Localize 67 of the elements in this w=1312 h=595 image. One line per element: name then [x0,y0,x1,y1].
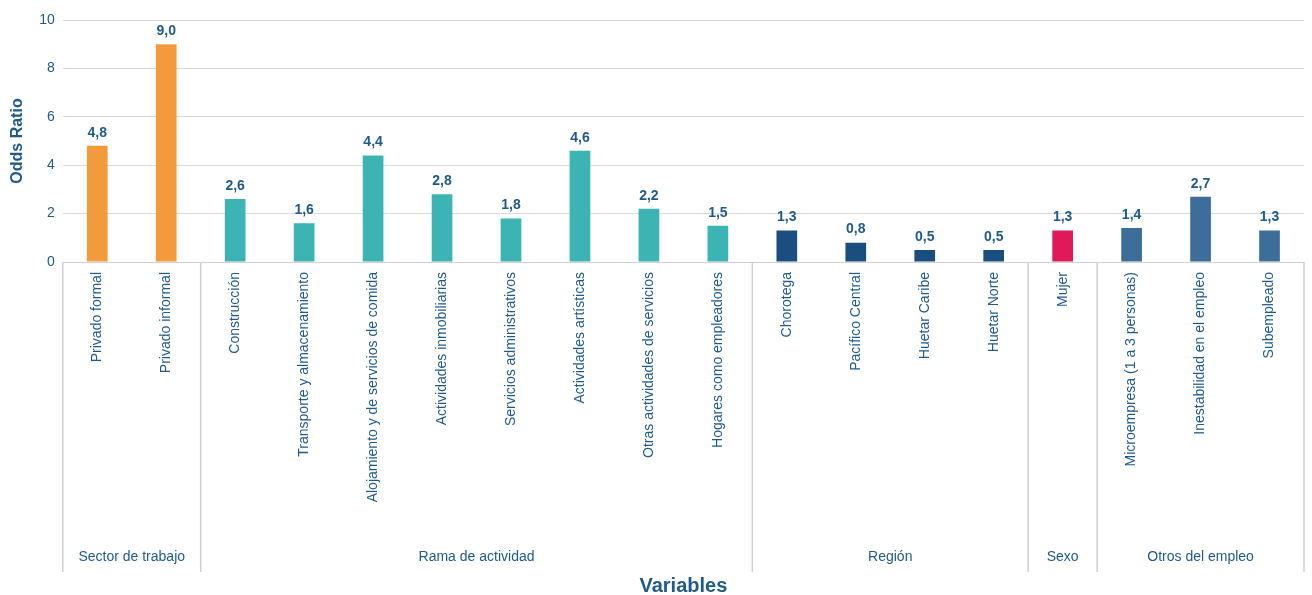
data-label: 0,8 [846,220,866,237]
bar [1190,196,1211,262]
data-label: 0,5 [983,227,1004,244]
x-tick-label: Servicios administrativos [501,272,518,427]
data-label: 1,3 [1259,208,1280,225]
data-label: 9,0 [156,22,177,39]
bar [500,218,522,262]
data-label: 1,8 [501,196,521,213]
bar [776,230,798,262]
y-tick-label: 6 [46,107,55,124]
bar [86,145,108,262]
x-tick-label: Microempresa (1 a 3 personas) [1122,272,1139,467]
y-tick-label: 4 [46,156,55,173]
bar [707,225,729,262]
bar [431,194,453,262]
bar [1052,230,1073,262]
data-label: 2,7 [1190,174,1211,191]
x-tick-label: Privado formal [88,272,105,363]
data-label: 1,5 [708,203,728,220]
data-label: 1,3 [1052,208,1073,225]
data-label: 1,4 [1121,205,1142,222]
text: Sexo [1046,547,1079,564]
y-tick-label: 0 [46,252,55,269]
x-axis-title: Variables [639,573,728,595]
text: Rama de actividad [418,547,535,564]
data-label: 2,8 [432,172,452,189]
data-label: 4,8 [87,123,108,140]
text: Región [868,547,913,564]
bar [224,199,246,262]
data-label: 4,6 [570,128,590,145]
x-tick-label: Privado informal [157,272,174,374]
data-label: 1,3 [777,208,797,225]
x-tick-label: Chorotega [777,271,794,338]
y-axis-title: Odds Ratio [8,98,26,184]
x-tick-label: Alojamiento y de servicios de comida [363,271,380,503]
bar [569,150,591,262]
x-tick-label: Hogares como empleadores [708,272,725,448]
x-tick-label: Inestabilidad en el empleo [1191,271,1208,435]
data-label: 2,6 [225,176,246,193]
data-label: 4,4 [363,133,384,150]
bar [638,208,660,262]
bar [1259,230,1280,262]
x-tick-label: Huetar Caribe [915,271,932,360]
text: Otros del empleo [1147,547,1255,564]
data-label: 1,6 [294,201,315,218]
y-tick-label: 10 [39,10,55,27]
x-tick-label: Construcción [226,272,243,354]
x-tick-label: Huetar Norte [984,271,1001,353]
x-tick-label: Otras actividades de servicios [639,272,656,458]
x-tick-label: Mujer [1053,271,1070,308]
bar [362,155,384,262]
bar [155,44,177,262]
bar [983,249,1005,262]
x-tick-label: Actividades inmobiliarias [432,272,449,426]
y-tick-label: 8 [46,59,55,76]
bar [1121,228,1142,262]
data-label: 2,2 [639,186,659,203]
bar [293,223,315,262]
x-tick-label: Subempleado [1260,271,1277,359]
text: Sector de trabajo [78,547,186,564]
x-tick-label: Pacífico Central [846,272,863,371]
x-tick-label: Transporte y almacenamiento [294,271,311,457]
bar [845,242,867,262]
bar [914,249,936,262]
data-label: 0,5 [915,227,935,244]
y-tick-label: 2 [46,204,55,221]
x-tick-label: Actividades artísticas [570,272,587,404]
